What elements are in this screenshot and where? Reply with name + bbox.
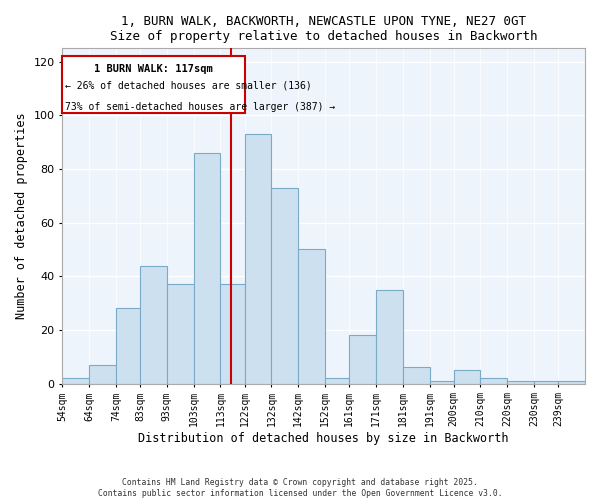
Bar xyxy=(298,250,325,384)
Text: ← 26% of detached houses are smaller (136): ← 26% of detached houses are smaller (13… xyxy=(65,80,312,90)
Bar xyxy=(271,188,298,384)
Bar xyxy=(507,381,534,384)
Bar xyxy=(430,381,454,384)
X-axis label: Distribution of detached houses by size in Backworth: Distribution of detached houses by size … xyxy=(139,432,509,445)
Bar xyxy=(245,134,271,384)
Bar xyxy=(220,284,245,384)
Text: 73% of semi-detached houses are larger (387) →: 73% of semi-detached houses are larger (… xyxy=(65,102,335,112)
Text: Contains HM Land Registry data © Crown copyright and database right 2025.
Contai: Contains HM Land Registry data © Crown c… xyxy=(98,478,502,498)
Text: 1 BURN WALK: 117sqm: 1 BURN WALK: 117sqm xyxy=(94,64,213,74)
Bar xyxy=(62,56,245,112)
Bar xyxy=(194,153,220,384)
Bar xyxy=(376,290,403,384)
Bar xyxy=(481,378,507,384)
Title: 1, BURN WALK, BACKWORTH, NEWCASTLE UPON TYNE, NE27 0GT
Size of property relative: 1, BURN WALK, BACKWORTH, NEWCASTLE UPON … xyxy=(110,15,538,43)
Bar xyxy=(116,308,140,384)
Bar xyxy=(534,381,558,384)
Bar xyxy=(558,381,585,384)
Bar xyxy=(62,378,89,384)
Bar xyxy=(349,336,376,384)
Bar xyxy=(403,368,430,384)
Bar xyxy=(140,266,167,384)
Bar xyxy=(454,370,481,384)
Bar xyxy=(89,365,116,384)
Y-axis label: Number of detached properties: Number of detached properties xyxy=(15,112,28,320)
Bar xyxy=(325,378,349,384)
Bar xyxy=(167,284,194,384)
